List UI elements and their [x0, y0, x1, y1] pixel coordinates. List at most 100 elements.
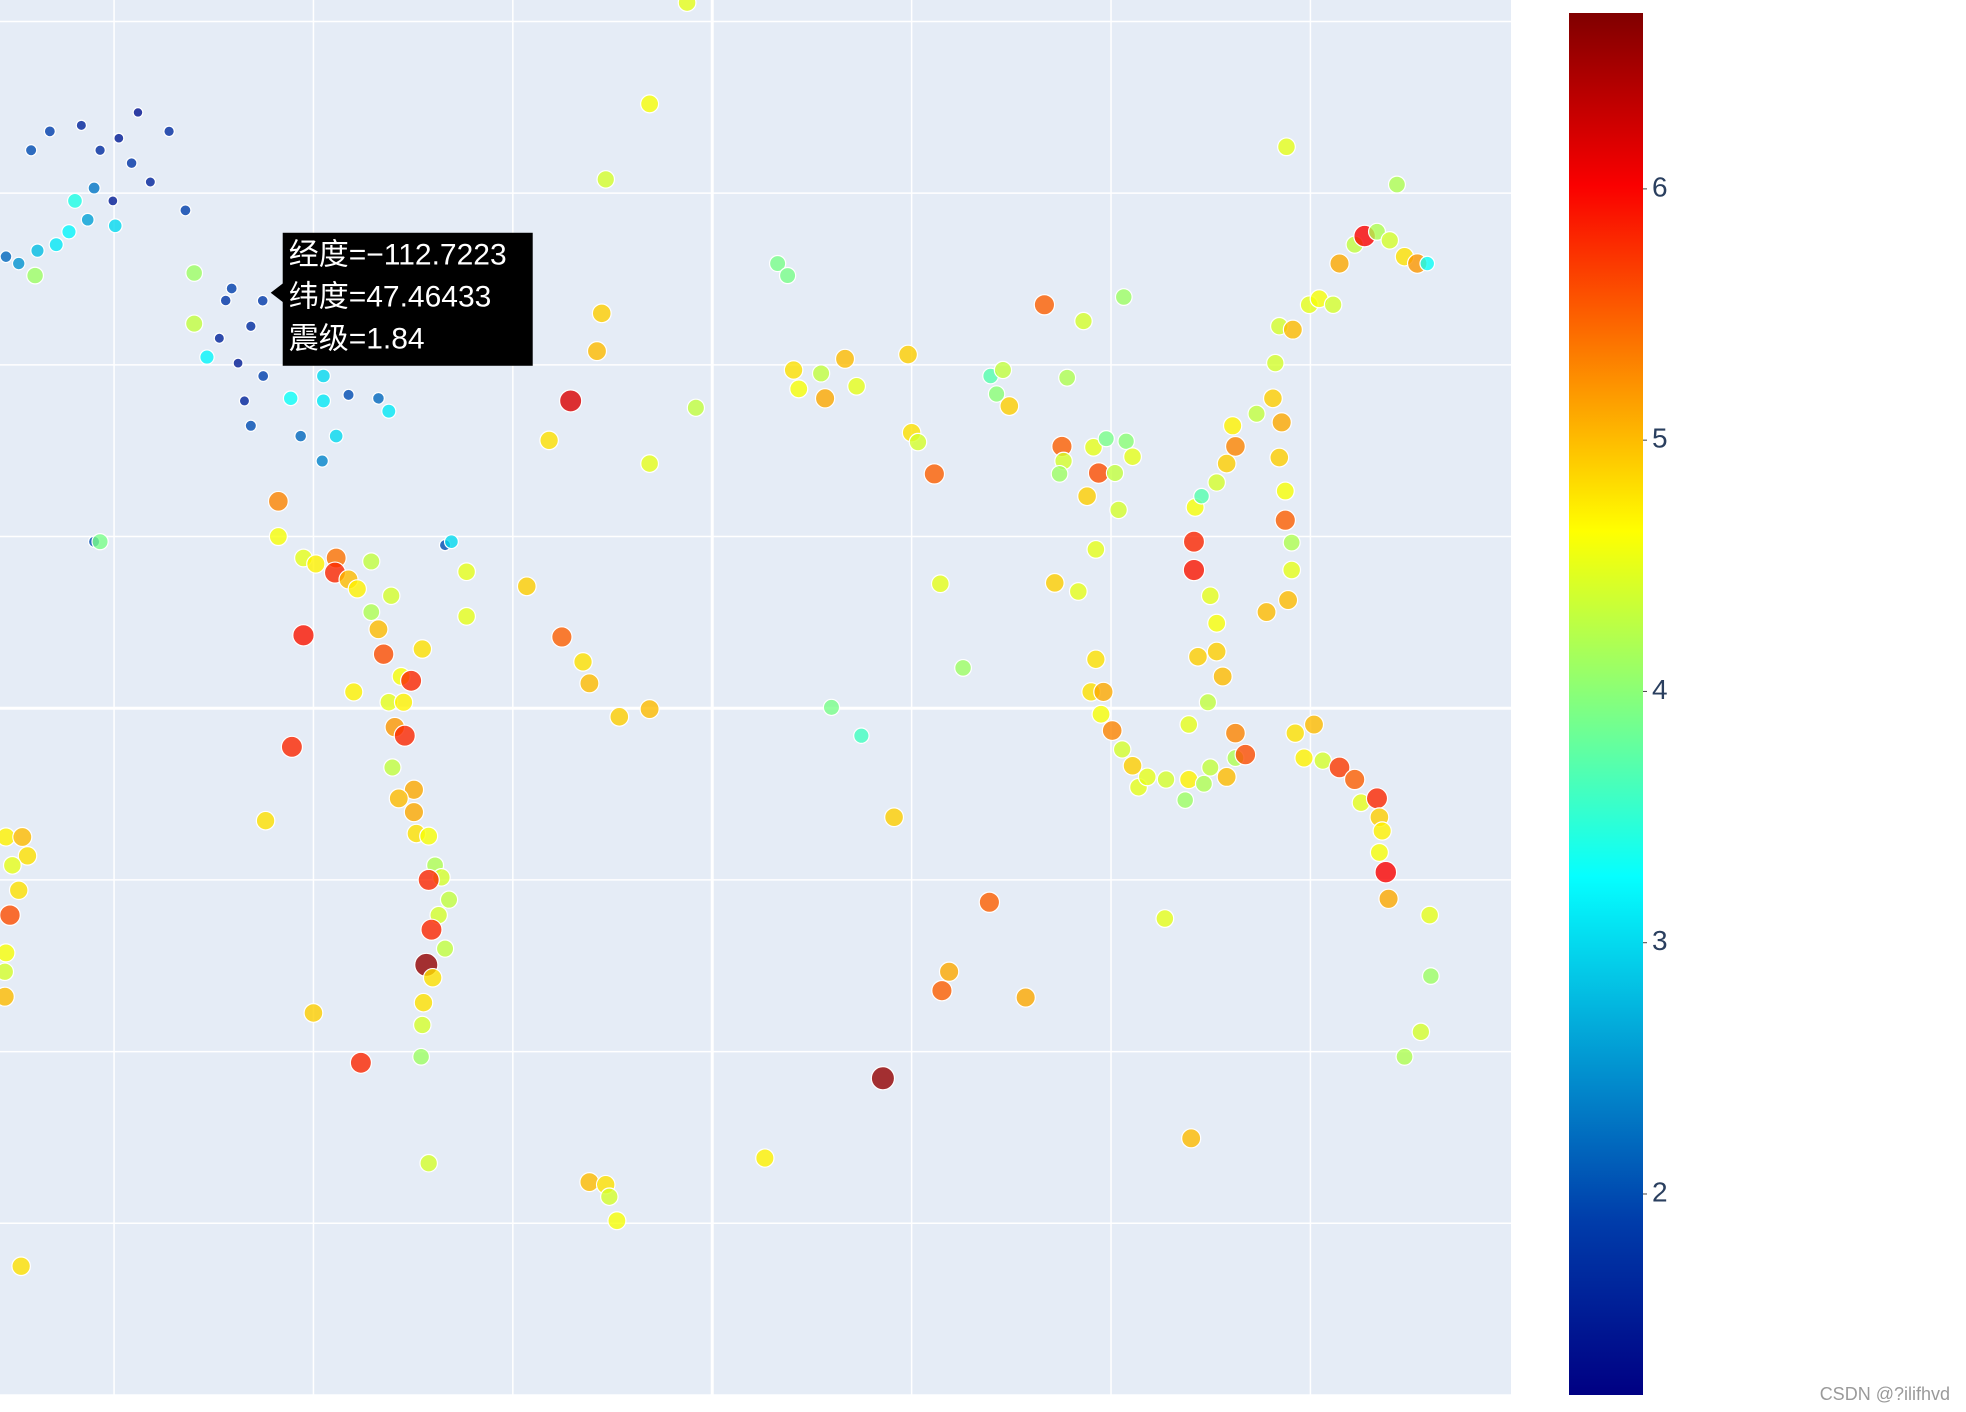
point [930, 574, 950, 594]
point [0, 962, 15, 982]
point [1207, 473, 1227, 492]
point [280, 735, 304, 759]
point [1329, 253, 1350, 274]
point [457, 562, 477, 582]
point [1421, 967, 1440, 986]
point [1206, 641, 1227, 662]
point [1378, 888, 1399, 910]
point [315, 454, 329, 468]
colorbar [1569, 13, 1643, 1395]
point [768, 254, 787, 273]
point [26, 266, 45, 285]
point [1084, 437, 1103, 457]
point [179, 204, 192, 217]
plot-background [0, 0, 1511, 1395]
point [1123, 447, 1143, 467]
point [609, 706, 630, 727]
point [17, 846, 38, 866]
point [0, 943, 16, 963]
point [931, 979, 953, 1002]
point [1176, 791, 1195, 810]
point [789, 379, 809, 399]
point [94, 144, 106, 157]
point [1328, 756, 1351, 779]
point [282, 390, 299, 407]
tooltip-line: 震级=1.84 [289, 323, 425, 356]
point [1222, 416, 1243, 436]
point [1271, 412, 1292, 433]
point [1282, 560, 1302, 580]
point [783, 360, 804, 380]
point [0, 904, 21, 926]
point [245, 320, 257, 333]
point [403, 801, 425, 823]
point [1343, 768, 1366, 791]
point [344, 682, 364, 702]
colorbar-tick-label: 3 [1652, 925, 1668, 956]
point [1074, 311, 1093, 331]
point [908, 432, 928, 452]
point [371, 391, 385, 405]
tooltip-line: 纬度=47.46433 [289, 281, 492, 314]
point [938, 961, 960, 983]
point [1086, 649, 1106, 670]
point [48, 237, 64, 253]
point [113, 132, 125, 144]
point [1275, 481, 1295, 501]
point [1201, 758, 1220, 777]
point [30, 243, 45, 258]
point [1274, 509, 1297, 531]
point [1193, 487, 1210, 505]
point [884, 807, 905, 828]
point [255, 810, 276, 831]
point [1101, 720, 1123, 742]
point [579, 673, 600, 694]
point [607, 1211, 627, 1231]
point [1097, 430, 1115, 448]
point [87, 181, 101, 195]
point [999, 396, 1020, 417]
point [1068, 582, 1088, 601]
point [1269, 447, 1290, 468]
point [1086, 539, 1106, 559]
point [267, 490, 289, 512]
point [539, 430, 559, 451]
point [1077, 486, 1098, 507]
point [1419, 255, 1436, 272]
point [403, 779, 425, 801]
point [328, 428, 344, 444]
point [393, 724, 416, 747]
point [1282, 533, 1301, 552]
point [993, 360, 1013, 380]
point [1155, 909, 1175, 929]
tooltip: 经度=−112.7223 纬度=47.46433 震级=1.84 [270, 232, 533, 366]
point [954, 658, 972, 677]
point [362, 552, 381, 571]
point [199, 349, 215, 365]
colorbar-tick-label: 5 [1652, 423, 1668, 454]
point [349, 1051, 373, 1074]
point [600, 1187, 619, 1207]
point [144, 176, 157, 188]
point [422, 967, 443, 988]
colorbar-tick-label: 6 [1652, 171, 1668, 202]
point [1194, 774, 1213, 793]
point [435, 939, 455, 958]
point [185, 264, 204, 282]
point [1179, 715, 1199, 734]
point [75, 119, 88, 132]
point [591, 303, 612, 324]
point [419, 826, 439, 846]
point [381, 403, 397, 419]
point [12, 826, 33, 848]
point [268, 526, 288, 547]
point [1091, 704, 1111, 724]
point [419, 1153, 439, 1173]
point [107, 195, 119, 207]
point [1323, 295, 1343, 315]
point [1212, 666, 1233, 687]
point [347, 579, 368, 599]
point [1044, 572, 1065, 593]
point [1277, 137, 1296, 157]
